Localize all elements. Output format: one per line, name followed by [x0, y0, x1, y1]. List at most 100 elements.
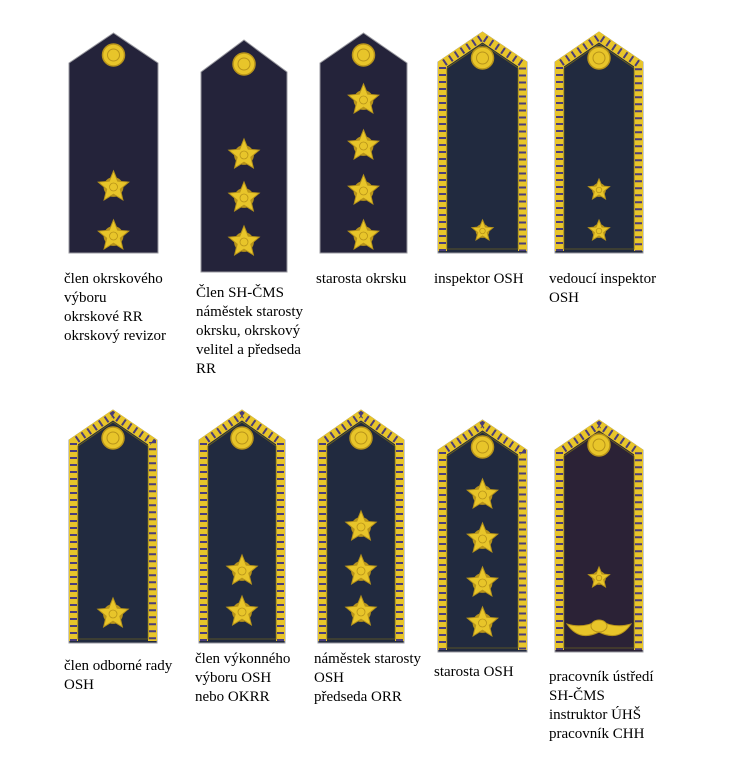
star-center	[356, 522, 366, 532]
caption-line: RR	[196, 361, 217, 377]
star-center	[478, 490, 487, 500]
braid-inner-edge	[446, 43, 519, 250]
braid-pattern	[200, 410, 284, 641]
epaulette-6	[68, 409, 158, 644]
star-center	[478, 534, 487, 544]
caption-line: OSH	[314, 670, 345, 686]
star-center	[108, 609, 118, 619]
caption-line: SH-ČMS	[549, 688, 605, 704]
caption-line: výboru	[64, 290, 107, 306]
star-center	[239, 237, 249, 247]
star-center	[237, 566, 247, 576]
epaulette-7	[198, 409, 286, 644]
caption-line: vedoucí inspektor	[549, 271, 657, 287]
star-center	[109, 231, 118, 241]
epaulette-caption: inspektor OSH	[434, 270, 524, 289]
caption-line: okrskové RR	[64, 309, 143, 325]
button-emblem-icon	[587, 46, 611, 70]
epaulette-caption: Člen SH-ČMS náměstek starosty okrsku, okrs…	[196, 284, 303, 379]
epaulette-2	[200, 39, 288, 273]
caption-line: OSH	[549, 290, 580, 306]
caption-line: Člen SH-ČMS	[196, 285, 284, 301]
button-emblem-icon	[587, 433, 611, 457]
epaulette-4	[437, 31, 528, 254]
caption-line: náměstek starosty	[314, 651, 422, 667]
caption-line: starosta OSH	[434, 664, 514, 680]
star-center	[595, 227, 603, 235]
braid-inner-edge	[207, 421, 277, 640]
button-emblem-inner	[107, 48, 120, 62]
braid-pattern	[439, 420, 526, 650]
caption-line: člen okrskového	[64, 271, 163, 287]
caption-line: pracovník ústředí	[549, 669, 654, 685]
epaulette-caption: člen odborné rady OSH	[64, 657, 172, 695]
star-center	[479, 227, 486, 235]
caption-line: instruktor ÚHŠ	[549, 707, 642, 723]
epaulette-9	[437, 419, 528, 653]
star-center	[237, 607, 247, 617]
button-emblem-inner	[237, 57, 251, 71]
caption-line: náměstek starosty	[196, 304, 304, 320]
epaulette-1	[68, 32, 159, 254]
caption-line: pracovník CHH	[549, 726, 645, 742]
epaulette-caption: člen výkonného výboru OSH nebo OKRR	[195, 650, 290, 707]
caption-line: nebo OKRR	[195, 689, 270, 705]
braid-inner-edge	[77, 421, 149, 640]
button-emblem-icon	[101, 43, 126, 67]
star-center	[595, 574, 603, 582]
button-emblem-inner	[357, 48, 370, 62]
button-emblem-icon	[351, 43, 376, 67]
epaulette-8	[317, 409, 405, 644]
button-emblem-inner	[592, 438, 606, 452]
star-center	[356, 566, 366, 576]
star-center	[239, 150, 249, 160]
caption-line: velitel a předseda	[196, 342, 301, 358]
caption-line: člen odborné rady	[64, 658, 173, 674]
star-center	[478, 618, 487, 628]
star-center	[359, 186, 368, 196]
star-center	[356, 607, 366, 617]
laurel-center	[590, 619, 608, 633]
caption-line: předseda ORR	[314, 689, 402, 705]
braid-inner-edge	[563, 43, 635, 250]
button-emblem-inner	[354, 431, 368, 445]
epaulette-10	[554, 419, 644, 653]
epaulette-caption: vedoucí inspektor OSH	[549, 270, 656, 308]
braid-pattern	[556, 420, 642, 650]
epaulette-5	[554, 31, 644, 254]
button-emblem-icon	[232, 52, 256, 76]
gold-braid-border	[555, 31, 643, 251]
star-center	[239, 193, 249, 203]
star-center	[359, 141, 368, 151]
epaulette-caption: starosta OSH	[434, 663, 514, 682]
caption-line: okrsku, okrskový	[196, 323, 301, 339]
button-emblem-inner	[476, 51, 489, 65]
epaulette-caption: člen okrskového výboru okrskové RR okrskový…	[64, 270, 166, 346]
caption-line: okrskový revizor	[64, 328, 167, 344]
star-center	[109, 182, 118, 192]
caption-line: člen výkonného	[195, 651, 291, 667]
epaulette-caption: starosta okrsku	[316, 270, 406, 289]
button-emblem-icon	[470, 46, 495, 70]
braid-pattern	[70, 410, 156, 641]
epaulette-caption: náměstek starosty OSH předseda ORR	[314, 650, 421, 707]
button-emblem-inner	[592, 51, 606, 65]
caption-line: inspektor OSH	[434, 271, 524, 287]
button-emblem-inner	[106, 431, 120, 445]
button-emblem-icon	[230, 426, 254, 450]
caption-line: starosta okrsku	[316, 271, 407, 287]
button-emblem-icon	[349, 426, 373, 450]
braid-inner-edge	[446, 431, 519, 649]
epaulette-3	[319, 32, 408, 254]
epaulette-caption: pracovník ústředí SH-ČMS instruktor ÚHŠ pra…	[549, 668, 654, 744]
braid-inner-edge	[326, 421, 396, 640]
button-emblem-inner	[476, 440, 489, 454]
button-emblem-icon	[101, 426, 125, 450]
star-center	[359, 231, 368, 241]
braid-pattern	[319, 410, 403, 641]
star-center	[595, 186, 603, 194]
braid-inner-edge	[563, 431, 635, 649]
caption-line: OSH	[64, 677, 95, 693]
button-emblem-icon	[470, 435, 495, 459]
